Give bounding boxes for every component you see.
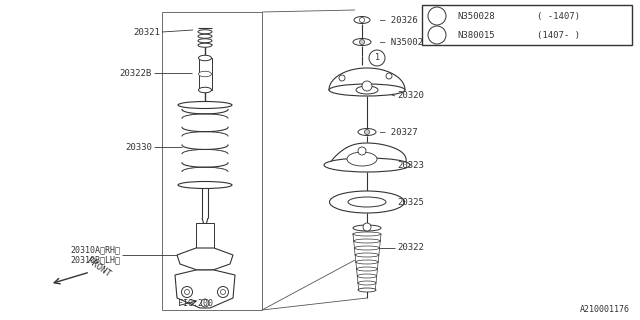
Ellipse shape — [197, 101, 213, 107]
Bar — [422, 5, 632, 45]
Ellipse shape — [358, 129, 376, 135]
Ellipse shape — [357, 274, 377, 278]
Ellipse shape — [324, 158, 410, 172]
Text: — 20326: — 20326 — [380, 15, 418, 25]
Circle shape — [363, 223, 371, 231]
Ellipse shape — [198, 87, 211, 93]
Ellipse shape — [356, 86, 378, 94]
Ellipse shape — [198, 39, 212, 43]
Text: (1407- ): (1407- ) — [537, 30, 580, 39]
Ellipse shape — [178, 181, 232, 188]
Polygon shape — [355, 255, 379, 262]
Polygon shape — [329, 68, 405, 90]
Text: 20310A〈RH〉: 20310A〈RH〉 — [70, 245, 120, 254]
Circle shape — [428, 26, 446, 44]
Text: 20322B: 20322B — [120, 68, 152, 77]
Circle shape — [201, 299, 209, 307]
Circle shape — [182, 286, 193, 298]
Ellipse shape — [198, 71, 211, 77]
Ellipse shape — [347, 152, 377, 166]
Ellipse shape — [178, 101, 232, 108]
Circle shape — [369, 50, 385, 66]
Polygon shape — [177, 248, 233, 270]
Ellipse shape — [354, 17, 370, 23]
Text: 20330: 20330 — [125, 142, 152, 151]
Polygon shape — [358, 283, 376, 290]
Circle shape — [360, 39, 365, 44]
Circle shape — [365, 130, 369, 134]
Polygon shape — [355, 248, 380, 255]
Ellipse shape — [356, 260, 378, 264]
Text: 20321: 20321 — [133, 28, 160, 36]
Ellipse shape — [198, 30, 212, 34]
Text: N350028: N350028 — [457, 12, 495, 20]
Bar — [196, 223, 214, 270]
Text: N380015: N380015 — [457, 30, 495, 39]
Text: 20322: 20322 — [397, 244, 424, 252]
Text: FRONT: FRONT — [85, 257, 112, 279]
Ellipse shape — [330, 191, 404, 213]
Text: ( -1407): ( -1407) — [537, 12, 580, 20]
Polygon shape — [356, 262, 378, 269]
Polygon shape — [353, 234, 381, 241]
Circle shape — [358, 147, 366, 155]
Ellipse shape — [358, 281, 376, 285]
Text: 1: 1 — [435, 30, 440, 39]
Text: 20325: 20325 — [397, 197, 424, 206]
Text: FIG.200: FIG.200 — [178, 300, 213, 308]
Ellipse shape — [356, 267, 378, 271]
Polygon shape — [175, 270, 235, 308]
Circle shape — [428, 7, 446, 25]
Circle shape — [221, 290, 225, 294]
Ellipse shape — [355, 246, 380, 250]
Ellipse shape — [198, 55, 211, 61]
Ellipse shape — [348, 197, 386, 207]
Polygon shape — [357, 276, 377, 283]
Polygon shape — [354, 241, 380, 248]
Circle shape — [339, 75, 345, 81]
Text: — 20327: — 20327 — [380, 127, 418, 137]
Circle shape — [362, 81, 372, 91]
Circle shape — [184, 290, 189, 294]
Ellipse shape — [198, 43, 212, 47]
Ellipse shape — [354, 239, 380, 243]
Text: 20310B〈LH〉: 20310B〈LH〉 — [70, 255, 120, 265]
Polygon shape — [324, 143, 410, 165]
Ellipse shape — [198, 34, 212, 38]
Text: 1: 1 — [435, 12, 440, 20]
Ellipse shape — [353, 232, 381, 236]
Text: 1: 1 — [374, 53, 380, 62]
Text: 20320: 20320 — [397, 92, 424, 100]
Circle shape — [218, 286, 228, 298]
Circle shape — [360, 18, 365, 22]
Ellipse shape — [355, 253, 379, 257]
Text: A210001176: A210001176 — [580, 306, 630, 315]
Text: — N350027: — N350027 — [380, 37, 428, 46]
Circle shape — [386, 73, 392, 79]
Ellipse shape — [358, 288, 376, 292]
Ellipse shape — [353, 38, 371, 45]
Text: 20323: 20323 — [397, 161, 424, 170]
Polygon shape — [356, 269, 378, 276]
Ellipse shape — [353, 225, 381, 231]
Ellipse shape — [329, 84, 405, 96]
Bar — [198, 58, 211, 90]
